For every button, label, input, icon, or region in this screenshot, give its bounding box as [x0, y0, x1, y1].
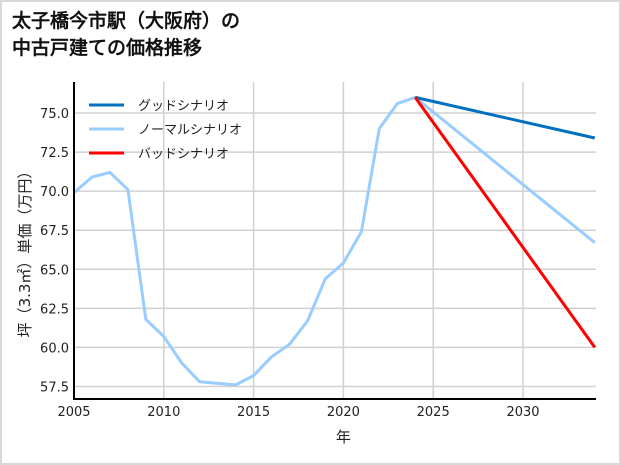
legend-label-bad: バッドシナリオ	[138, 147, 229, 162]
x-tick-label: 2010	[147, 405, 180, 420]
y-tick-label: 75.0	[40, 107, 69, 122]
series-line-bad	[413, 96, 597, 349]
x-tick-label: 2005	[57, 405, 90, 420]
axes: 2005 2010 2015 2020 2025 2030 57.5 60.0 62.5 65.0…	[40, 82, 596, 420]
series-line-normal	[73, 95, 596, 387]
y-tick-label: 72.5	[40, 146, 69, 161]
x-tick-label: 2020	[327, 405, 360, 420]
y-tick-label: 70.0	[40, 185, 69, 200]
legend-label-good: グッドシナリオ	[138, 99, 229, 114]
x-tick-label: 2025	[417, 405, 450, 420]
y-axis-label: 坪（3.3㎡）単価（万円）	[16, 164, 34, 338]
series-lines	[73, 95, 597, 387]
y-tick-label: 67.5	[40, 224, 69, 239]
grid-lines	[73, 82, 596, 399]
y-tick-label: 60.0	[40, 341, 69, 356]
series-line-good	[414, 95, 596, 140]
x-tick-label: 2015	[237, 405, 270, 420]
y-tick-label: 62.5	[40, 302, 69, 317]
chart-title: 太子橋今市駅（大阪府）の 中古戸建ての価格推移	[12, 8, 240, 62]
y-tick-label: 57.5	[40, 381, 69, 396]
x-axis-label: 年	[336, 428, 351, 446]
legend-label-normal: ノーマルシナリオ	[138, 123, 242, 138]
chart-title-line1: 太子橋今市駅（大阪府）の	[12, 10, 241, 32]
chart-title-line2: 中古戸建ての価格推移	[12, 37, 203, 59]
y-tick-label: 65.0	[40, 263, 69, 278]
x-tick-label: 2030	[506, 405, 539, 420]
